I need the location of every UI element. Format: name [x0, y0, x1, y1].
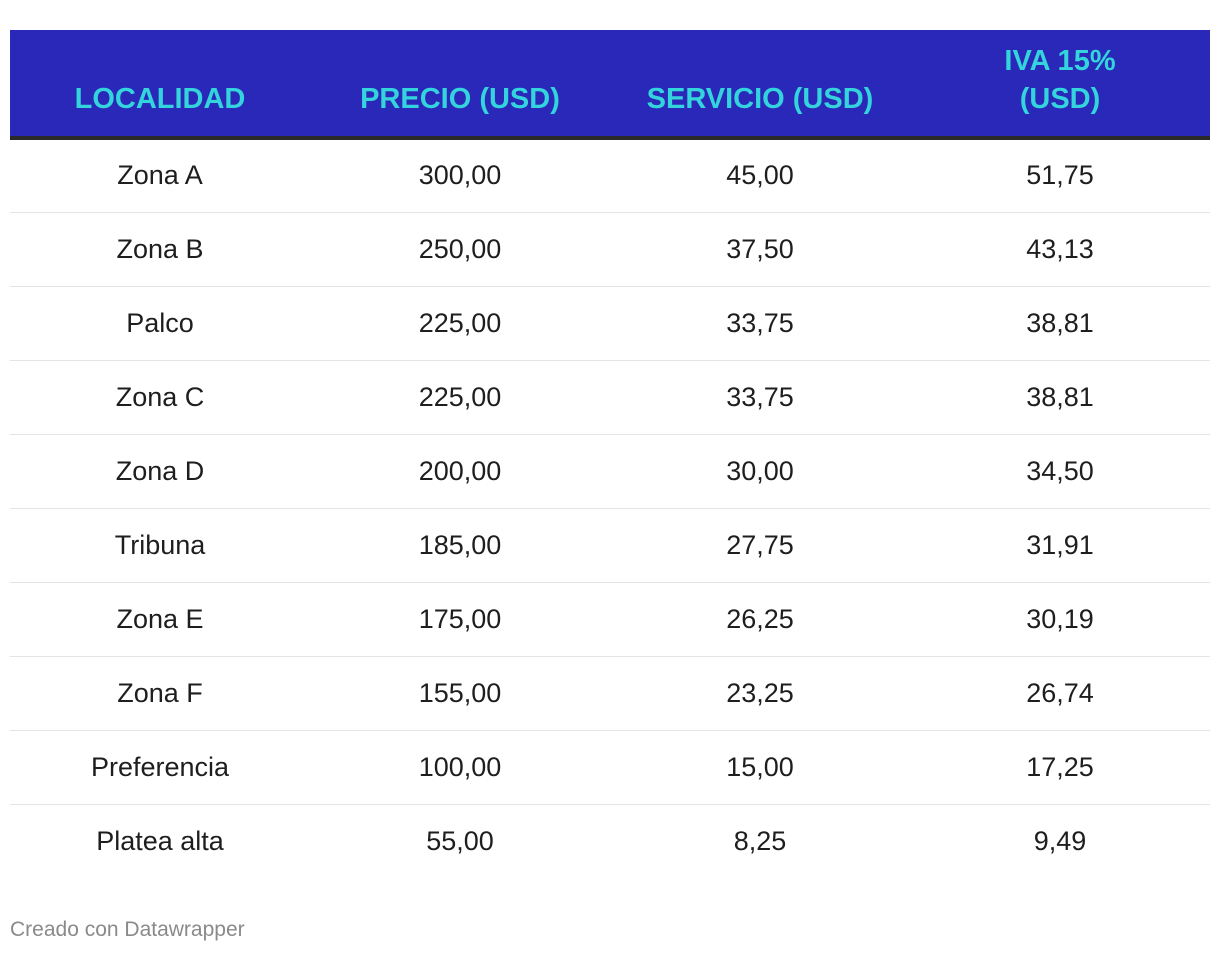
location-cell: Zona B: [10, 212, 310, 287]
value-cell: 30,00: [610, 434, 910, 509]
location-cell: Preferencia: [10, 730, 310, 805]
value-cell: 38,81: [910, 360, 1210, 435]
value-cell: 31,91: [910, 508, 1210, 583]
column-header: PRECIO (USD): [310, 30, 610, 140]
location-cell: Platea alta: [96, 825, 224, 856]
header-row: LOCALIDAD PRECIO (USD) SERVICIO (USD) IVA 1…: [10, 30, 1210, 140]
value-cell: 100,00: [310, 730, 610, 805]
table-row: Zona D 200,00 30,00 34,50: [10, 434, 1210, 509]
value-cell: 37,50: [610, 212, 910, 287]
location-cell: Zona E: [10, 582, 310, 657]
location-cell: Palco: [10, 286, 310, 361]
value-cell: 17,25: [910, 730, 1210, 805]
value-cell: 155,00: [310, 656, 610, 731]
value-cell: 15,00: [610, 730, 910, 805]
value-cell: 30,19: [910, 582, 1210, 657]
table-row: Zona F 155,00 23,25 26,74: [10, 656, 1210, 731]
value-cell: 9,49: [1033, 825, 1087, 856]
datawrapper-credit: Creado con Datawrapper: [10, 918, 245, 941]
value-cell: 43,13: [910, 212, 1210, 287]
value-cell: 250,00: [310, 212, 610, 287]
table-body: Zona A 300,00 45,00 51,75 Zona B 250,00 37,50 4…: [10, 138, 1210, 878]
table-row: Zona A 300,00 45,00 51,75: [10, 138, 1210, 213]
column-header-text: LOCALIDAD: [74, 83, 246, 115]
column-header: SERVICIO (USD): [610, 30, 910, 140]
location-cell: Tribuna: [10, 508, 310, 583]
location-cell: Zona F: [10, 656, 310, 731]
table-row: Platea alta 55,00 8,25 9,49: [10, 804, 1210, 878]
column-header-text: PRECIO (USD): [360, 83, 560, 115]
value-cell: 175,00: [310, 582, 610, 657]
value-cell: 23,25: [610, 656, 910, 731]
table-row: Preferencia 100,00 15,00 17,25: [10, 730, 1210, 805]
value-cell: 185,00: [310, 508, 610, 583]
value-cell: 225,00: [310, 286, 610, 361]
column-header: IVA 15% (USD): [910, 30, 1210, 140]
value-cell: 38,81: [910, 286, 1210, 361]
data-table: LOCALIDAD PRECIO (USD) SERVICIO (USD) IVA 1…: [10, 30, 1210, 878]
value-cell: 33,75: [610, 360, 910, 435]
value-cell: 27,75: [610, 508, 910, 583]
value-cell: 225,00: [310, 360, 610, 435]
data-table-container: LOCALIDAD PRECIO (USD) SERVICIO (USD) IVA 1…: [10, 30, 1210, 878]
value-cell: 8,25: [733, 825, 787, 856]
value-cell: 200,00: [310, 434, 610, 509]
column-header-text: SERVICIO (USD): [646, 83, 874, 115]
value-cell: 33,75: [610, 286, 910, 361]
value-cell: 45,00: [610, 138, 910, 213]
location-cell: Zona A: [10, 138, 310, 213]
column-header: LOCALIDAD: [10, 30, 310, 140]
value-cell: 26,74: [910, 656, 1210, 731]
value-cell: 26,25: [610, 582, 910, 657]
column-header-text: IVA 15%: [1004, 45, 1116, 77]
value-cell: 34,50: [910, 434, 1210, 509]
column-header-text: (USD): [1019, 83, 1101, 115]
table-row: Palco 225,00 33,75 38,81: [10, 286, 1210, 361]
table-row: Zona E 175,00 26,25 30,19: [10, 582, 1210, 657]
location-cell: Zona C: [10, 360, 310, 435]
table-header: LOCALIDAD PRECIO (USD) SERVICIO (USD) IVA 1…: [10, 30, 1210, 140]
table-row: Tribuna 185,00 27,75 31,91: [10, 508, 1210, 583]
value-cell: 55,00: [426, 825, 494, 856]
value-cell: 300,00: [310, 138, 610, 213]
table-row: Zona B 250,00 37,50 43,13: [10, 212, 1210, 287]
location-cell: Zona D: [10, 434, 310, 509]
value-cell: 51,75: [910, 138, 1210, 213]
table-row: Zona C 225,00 33,75 38,81: [10, 360, 1210, 435]
